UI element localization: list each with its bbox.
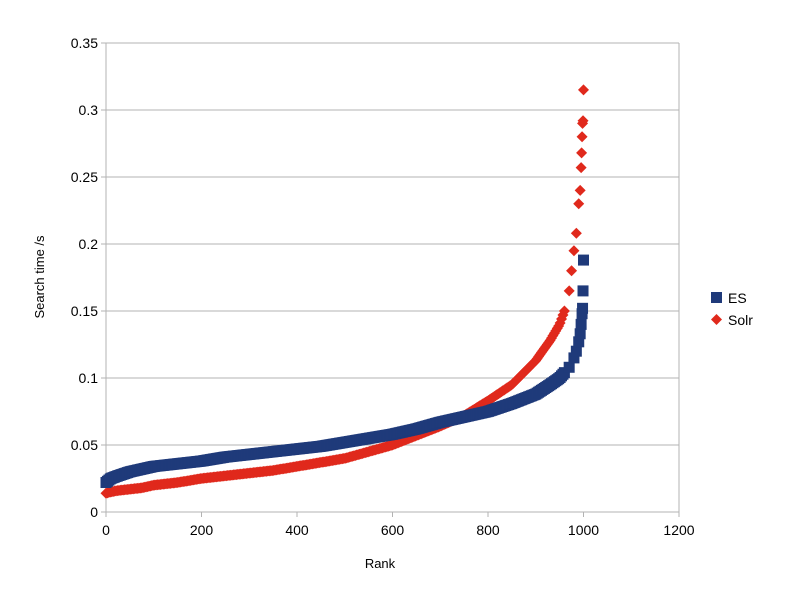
y-tick-label: 0.3 [79, 102, 99, 118]
legend: ES Solr [711, 290, 753, 328]
x-tick-label: 200 [190, 522, 214, 538]
x-tick-label: 800 [476, 522, 500, 538]
y-tick-label: 0.05 [71, 437, 98, 453]
axes [101, 42, 680, 517]
solr-point [575, 162, 587, 174]
x-axis-title: Rank [365, 556, 396, 571]
es-point [577, 285, 589, 297]
es-point [575, 318, 587, 330]
legend-es-marker [711, 292, 722, 303]
y-axis-title: Search time /s [32, 235, 47, 319]
x-tick-label: 1200 [663, 522, 694, 538]
solr-point [574, 184, 586, 196]
es-point [573, 336, 585, 348]
solr-point [558, 305, 570, 317]
tick-labels: 0 0.05 0.1 0.15 0.2 0.25 0.3 0.35 0 200 400 600 800 1… [71, 35, 695, 538]
solr-point [570, 227, 582, 239]
solr-point [573, 198, 585, 210]
solr-point [578, 84, 589, 96]
x-tick-label: 0 [102, 522, 110, 538]
y-tick-label: 0.1 [79, 370, 99, 386]
grid [106, 42, 679, 513]
legend-es-label: ES [728, 290, 747, 306]
solr-point [576, 147, 588, 159]
y-tick-label: 0.2 [79, 236, 99, 252]
solr-point [577, 115, 589, 127]
es-point [570, 345, 582, 357]
series-es [100, 254, 589, 489]
data-series [100, 84, 589, 499]
solr-point [576, 131, 588, 143]
es-point [577, 302, 589, 314]
y-tick-label: 0.25 [71, 169, 98, 185]
es-point [574, 328, 586, 340]
es-point [568, 352, 580, 364]
legend-solr-label: Solr [728, 312, 753, 328]
y-tick-label: 0.35 [71, 35, 98, 51]
es-point [563, 361, 575, 373]
solr-point [566, 265, 578, 277]
y-tick-label: 0.15 [71, 303, 98, 319]
solr-point [563, 285, 575, 297]
x-tick-label: 1000 [568, 522, 599, 538]
legend-solr-marker [711, 314, 722, 325]
solr-point [568, 245, 580, 257]
y-tick-label: 0 [90, 504, 98, 520]
x-tick-label: 400 [285, 522, 309, 538]
x-tick-label: 600 [381, 522, 405, 538]
es-point [578, 254, 589, 266]
